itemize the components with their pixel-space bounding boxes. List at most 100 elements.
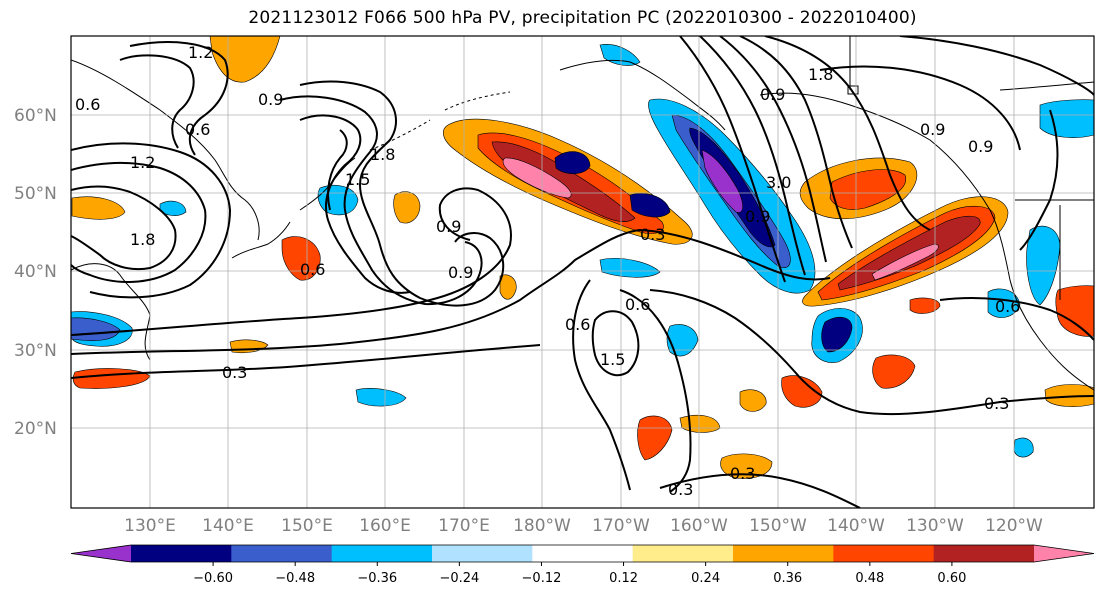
pv-contour-1.2 <box>279 95 483 306</box>
lon-label: 130°E <box>124 516 176 536</box>
map-frame <box>70 35 1095 509</box>
precip-positive-region <box>837 215 981 291</box>
pv-contour-label: 0.6 <box>300 260 325 279</box>
pv-contour-label: 0.6 <box>75 95 100 114</box>
pv-contour-label: 0.9 <box>760 85 785 104</box>
pv-contour-label: 1.8 <box>370 145 395 164</box>
lat-label: 20°N <box>14 419 57 439</box>
colorbar-extend-high <box>1034 545 1094 562</box>
pv-contour-0.6 <box>939 297 1094 341</box>
pv-contour-label: 0.9 <box>745 207 770 226</box>
colorbar-tick-label: −0.12 <box>522 571 562 586</box>
pv-contour-1.2 <box>764 36 931 231</box>
precip-positive-region <box>502 157 572 199</box>
colorbar-segment <box>833 545 935 562</box>
lon-label: 140°W <box>827 516 885 536</box>
pv-contour-0.6 <box>572 279 631 491</box>
colorbar-segment <box>933 545 1035 562</box>
pv-contour-0.6 <box>899 36 1094 96</box>
pv-contour-0.3 <box>71 228 831 355</box>
pv-contour-1.5 <box>739 36 853 249</box>
colorbar-extend-low <box>71 545 131 562</box>
pv-contour-1.2 <box>71 185 177 271</box>
coastline-asia <box>71 263 151 361</box>
lat-label: 50°N <box>14 184 57 204</box>
precip-negative-region <box>629 193 671 218</box>
precip-positive-region <box>781 375 823 408</box>
colorbar-tick-label: 0.36 <box>773 571 802 586</box>
pv-contour-label: 0.3 <box>668 480 693 499</box>
pv-contour-label: 1.2 <box>130 153 155 172</box>
coastline-aleutians <box>369 91 511 151</box>
pv-contour-label: 0.6 <box>565 315 590 334</box>
colorbar-tick-label: 0.12 <box>609 571 638 586</box>
pv-contour-1.8 <box>327 129 348 211</box>
precip-positive-region <box>499 274 517 300</box>
figure-title: 2021123012 F066 500 hPa PV, precipitatio… <box>248 8 917 28</box>
colorbar-outline <box>70 544 1095 563</box>
colorbar-segment <box>331 545 433 562</box>
precip-negative-region <box>1039 99 1094 138</box>
colorbar-segment <box>632 545 734 562</box>
longitude-labels: 130°E 140°E 150°E 160°E 170°E 180°W 170°… <box>124 516 1043 536</box>
lon-label: 160°W <box>670 516 728 536</box>
map-panel: 1.2 0.6 0.6 0.9 1.2 1.5 1.8 0.9 0.9 1.8 … <box>70 35 1095 509</box>
lat-label: 40°N <box>14 262 57 282</box>
pv-contour-label: 0.9 <box>436 217 461 236</box>
pv-contour-1.2 <box>129 41 229 156</box>
pv-contour-1.5 <box>591 310 640 377</box>
lat-label: 60°N <box>14 106 57 126</box>
map-background <box>71 36 1094 508</box>
pv-contour-label: 0.9 <box>258 90 283 109</box>
lon-label: 180°W <box>513 516 571 536</box>
pv-contour-label: 1.5 <box>600 350 625 369</box>
coastline-japan <box>231 221 291 259</box>
pv-contour-0.3 <box>649 289 1094 416</box>
precip-positive-region <box>1044 384 1094 407</box>
colorbar-tick-label: 0.48 <box>855 571 884 586</box>
coastlines <box>71 36 1094 391</box>
lat-label: 30°N <box>14 341 57 361</box>
precip-negative-region <box>599 258 661 278</box>
pv-contour-0.6 <box>119 54 195 149</box>
pv-contour-label: 1.2 <box>188 43 213 62</box>
colorbar-segment <box>131 545 232 562</box>
pv-contour-label: 1.8 <box>808 65 833 84</box>
precip-negative-region <box>987 288 1021 318</box>
coastline-north-america <box>759 92 1094 391</box>
lon-label: 160°E <box>359 516 411 536</box>
pv-contour-label: 1.5 <box>345 170 370 189</box>
pv-contour-label: 0.3 <box>640 225 665 244</box>
precip-negative-region <box>355 388 407 407</box>
pv-contour-0.6 <box>619 289 692 493</box>
pv-contour-0.3 <box>71 344 541 379</box>
precip-negative-region <box>821 316 853 353</box>
pv-contour-label: 3.0 <box>766 173 791 192</box>
latitude-labels: 60°N 50°N 40°N 30°N 20°N <box>14 106 57 439</box>
precip-negative-region <box>701 149 743 213</box>
pv-contour-0.9 <box>71 161 207 283</box>
political-borders <box>849 36 1094 300</box>
colorbar-tick-label: −0.24 <box>439 571 479 586</box>
pv-contour-label: 0.6 <box>625 295 650 314</box>
pv-contour-0.9 <box>299 80 505 307</box>
coastline-asia <box>71 59 260 241</box>
lon-label: 140°E <box>202 516 254 536</box>
pv-contour-0.3 <box>659 473 861 508</box>
pv-contour-label: 0.9 <box>968 137 993 156</box>
precip-positive-region <box>393 191 421 224</box>
precip-positive-region <box>281 236 321 281</box>
colorbar-tick-label: −0.60 <box>193 571 233 586</box>
pv-contours <box>71 36 1094 508</box>
pv-contour-0.9 <box>1019 109 1059 251</box>
precip-negative-region <box>1013 437 1034 458</box>
precip-shading <box>71 36 1094 479</box>
pv-contour-label: 1.8 <box>130 230 155 249</box>
pv-contour-label: 0.3 <box>730 464 755 483</box>
precip-positive-region <box>71 196 126 220</box>
precip-positive-region <box>909 297 941 314</box>
colorbar-segment <box>432 545 533 562</box>
precip-negative-region <box>1026 225 1061 306</box>
lon-label: 130°W <box>906 516 964 536</box>
